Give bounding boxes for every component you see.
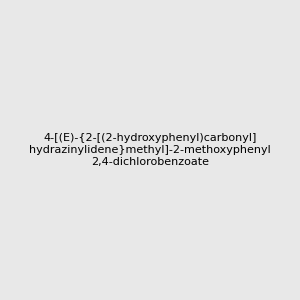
Text: 4-[(E)-{2-[(2-hydroxyphenyl)carbonyl]
hydrazinylidene}methyl]-2-methoxyphenyl
2,: 4-[(E)-{2-[(2-hydroxyphenyl)carbonyl] hy…: [29, 134, 271, 166]
